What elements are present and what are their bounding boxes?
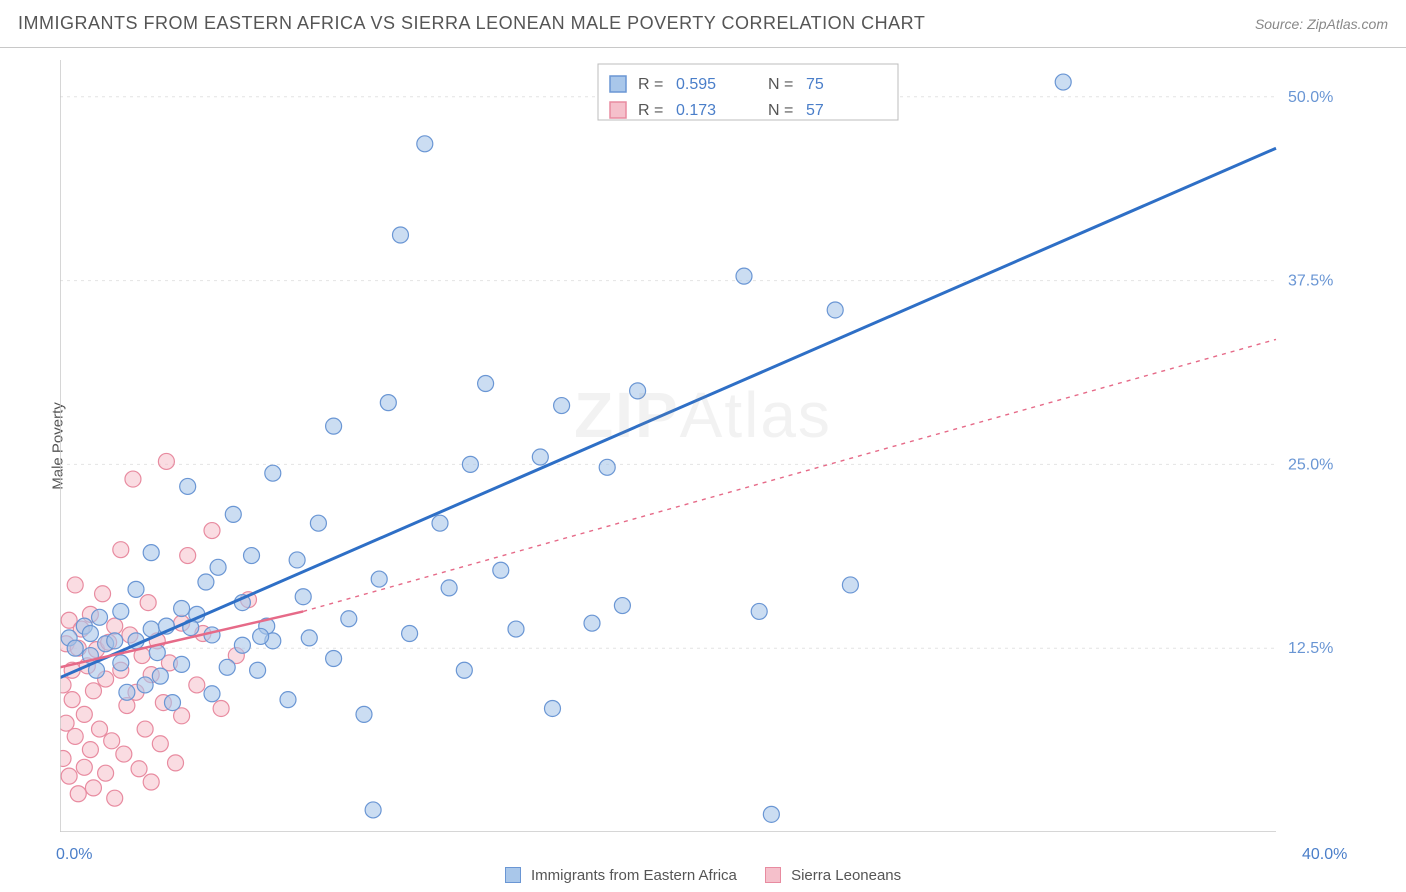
legend-item-eastern-africa: Immigrants from Eastern Africa [505, 867, 737, 884]
svg-text:N =: N = [768, 102, 793, 119]
svg-text:0.173: 0.173 [676, 102, 716, 119]
chart-svg: 12.5% 25.0% 37.5% 50.0% R = 0.595 N = 75 R = 0.17… [60, 60, 1346, 832]
svg-text:R =: R = [638, 102, 663, 119]
title-bar: IMMIGRANTS FROM EASTERN AFRICA VS SIERRA… [0, 0, 1406, 48]
svg-text:50.0%: 50.0% [1288, 89, 1333, 106]
bottom-legend: Immigrants from Eastern Africa Sierra Le… [0, 867, 1406, 884]
legend-swatch-sierra-leoneans [765, 867, 781, 883]
source-label: Source: ZipAtlas.com [1255, 16, 1388, 32]
svg-text:25.0%: 25.0% [1288, 456, 1333, 473]
x-axis-max-label: 40.0% [1302, 846, 1347, 864]
svg-text:N =: N = [768, 76, 793, 93]
svg-text:37.5%: 37.5% [1288, 273, 1333, 290]
legend-label-eastern-africa: Immigrants from Eastern Africa [531, 867, 737, 884]
svg-text:0.595: 0.595 [676, 76, 716, 93]
legend-swatch-eastern-africa [505, 867, 521, 883]
svg-text:75: 75 [806, 76, 824, 93]
svg-text:12.5%: 12.5% [1288, 640, 1333, 657]
svg-text:R =: R = [638, 76, 663, 93]
svg-text:57: 57 [806, 102, 824, 119]
legend-item-sierra-leoneans: Sierra Leoneans [765, 867, 901, 884]
chart-title: IMMIGRANTS FROM EASTERN AFRICA VS SIERRA… [18, 13, 925, 34]
chart-plot-area: 12.5% 25.0% 37.5% 50.0% R = 0.595 N = 75 R = 0.17… [60, 60, 1346, 832]
x-axis-min-label: 0.0% [56, 846, 92, 864]
legend-label-sierra-leoneans: Sierra Leoneans [791, 867, 901, 884]
